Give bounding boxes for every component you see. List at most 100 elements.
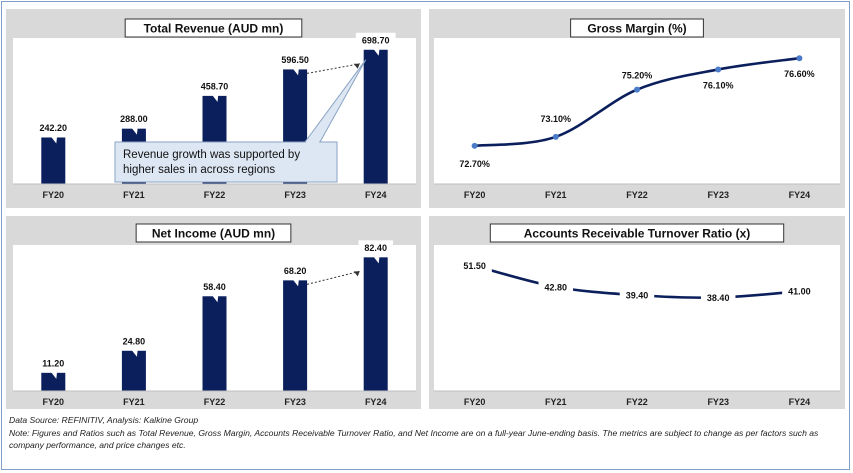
data-label-fy22-pointer [210, 92, 219, 102]
data-label-fy20: 242.20 [40, 123, 68, 133]
tick-label-fy24: FY24 [365, 190, 387, 200]
data-label-fy21-pointer [129, 347, 138, 357]
data-label-fy24-pointer [371, 254, 380, 264]
tick-label-fy22: FY22 [626, 397, 648, 407]
tick-label-fy21: FY21 [545, 397, 567, 407]
data-label-fy21-box [538, 279, 574, 294]
data-label-fy24: 41.00 [788, 287, 811, 297]
chart-title: Gross Margin (%) [587, 22, 686, 36]
gross-margin-panel: Gross Margin (%) FY20 FY21 FY22 FY23 FY24 72.7… [429, 9, 845, 208]
point-fy23 [715, 66, 722, 73]
data-label-fy22-pointer [210, 293, 219, 303]
footer-notes: Data Source: REFINITIV, Analysis: Kalkin… [9, 414, 849, 452]
data-label-fy21-pointer [129, 125, 138, 135]
tick-label-fy22: FY22 [626, 190, 648, 200]
data-label-fy21: 24.80 [123, 336, 146, 346]
trend-arrow [307, 63, 360, 74]
tick-label-fy24: FY24 [365, 397, 387, 407]
tick-label-fy23: FY23 [284, 190, 306, 200]
chart-title: Net Income (AUD mn) [152, 227, 275, 241]
point-fy20 [471, 142, 478, 149]
ar-turnover-chart: Accounts Receivable Turnover Ratio (x) FY… [434, 223, 840, 407]
tick-label-fy23: FY23 [707, 190, 729, 200]
data-label-fy24-pointer [371, 46, 380, 56]
data-label-fy20: 72.70% [459, 159, 490, 169]
net-income-chart: Net Income (AUD mn) FY20 FY21 FY22 FY23 FY24 1… [13, 223, 416, 407]
bar-fy20 [41, 372, 66, 391]
data-label-fy20-box [33, 120, 74, 135]
data-source-text: Data Source: REFINITIV, Analysis: Kalkin… [9, 415, 199, 425]
annotation-box [114, 141, 338, 183]
annotation-line-1: Revenue growth was supported by [123, 149, 300, 161]
data-label-fy23: 38.40 [707, 293, 730, 303]
bar-fy24 [363, 49, 388, 184]
trend-arrow [306, 270, 360, 285]
tick-label-fy23: FY23 [707, 397, 729, 407]
ar-turnover-panel: Accounts Receivable Turnover Ratio (x) FY… [429, 216, 845, 409]
bar-fy20 [41, 137, 66, 184]
tick-label-fy22: FY22 [204, 397, 226, 407]
data-label-fy22-box [197, 279, 232, 294]
data-label-fy21-box [114, 111, 154, 126]
tick-label-fy24: FY24 [789, 190, 811, 200]
data-label-fy23-pointer [291, 66, 300, 76]
data-label-fy24-box [782, 284, 817, 299]
tick-label-fy21: FY21 [545, 190, 567, 200]
note-text: Note: Figures and Ratios such as Total R… [9, 427, 819, 451]
data-label-fy21-box [116, 333, 152, 348]
total-revenue-panel: Total Revenue (AUD mn) FY20 FY21 FY22 FY23 FY… [6, 9, 421, 208]
bar-fy21 [121, 350, 146, 391]
tick-label-fy24: FY24 [789, 397, 811, 407]
plot-area [434, 245, 840, 391]
data-label-fy22-box [619, 288, 655, 303]
data-label-fy24-box [355, 32, 396, 47]
data-label-fy22: 75.20% [622, 71, 653, 81]
data-label-fy20-box [457, 258, 492, 273]
chart-title-box [135, 223, 292, 243]
data-label-fy21: 42.80 [545, 282, 568, 292]
trend-arrowhead [353, 271, 360, 277]
data-label-fy24: 76.60% [784, 69, 815, 79]
bar-fy23 [283, 280, 308, 391]
total-revenue-chart: Total Revenue (AUD mn) FY20 FY21 FY22 FY23 FY… [13, 18, 416, 200]
data-label-fy23-box [700, 290, 736, 305]
tick-label-fy23: FY23 [284, 397, 306, 407]
tick-label-fy20: FY20 [464, 397, 486, 407]
data-label-fy22: 458.70 [201, 81, 229, 91]
data-label-fy20: 11.20 [42, 358, 64, 368]
data-label-fy20: 51.50 [463, 261, 486, 271]
point-fy21 [552, 133, 559, 140]
bar-fy22 [202, 296, 227, 391]
tick-label-fy22: FY22 [204, 190, 226, 200]
trend-arrowhead [353, 63, 360, 69]
point-fy22 [634, 86, 640, 93]
chart-title-box [489, 223, 785, 243]
chart-title-box [570, 18, 704, 38]
tick-label-fy21: FY21 [123, 190, 145, 200]
data-label-fy24: 698.70 [362, 35, 390, 45]
chart-title: Total Revenue (AUD mn) [144, 22, 284, 36]
data-label-fy20-box [36, 355, 71, 370]
tick-label-fy20: FY20 [43, 397, 65, 407]
tick-label-fy21: FY21 [123, 397, 145, 407]
annotation-line-2: higher sales in across regions [123, 164, 275, 176]
data-label-fy22: 39.40 [626, 291, 649, 301]
data-label-fy24-box [358, 240, 393, 255]
data-label-fy21: 288.00 [120, 114, 148, 124]
bar-fy24 [363, 257, 388, 391]
data-label-fy21: 73.10% [541, 114, 572, 124]
data-label-fy24: 82.40 [364, 243, 387, 253]
data-label-fy23-pointer [291, 277, 300, 287]
data-label-fy20-pointer [49, 369, 58, 379]
gross-margin-chart: Gross Margin (%) FY20 FY21 FY22 FY23 FY24 72.7… [434, 18, 840, 200]
data-label-fy22: 58.40 [203, 282, 226, 292]
data-label-fy23-box [277, 263, 313, 278]
point-fy24 [796, 55, 803, 62]
data-label-fy23: 68.20 [284, 266, 307, 276]
data-label-fy20-pointer [49, 134, 58, 144]
chart-title: Accounts Receivable Turnover Ratio (x) [524, 227, 751, 241]
data-label-fy23: 596.50 [281, 55, 309, 65]
net-income-panel: Net Income (AUD mn) FY20 FY21 FY22 FY23 FY24 1… [6, 216, 421, 409]
data-label-fy23-box [275, 52, 315, 67]
data-label-fy22-box [194, 78, 235, 93]
